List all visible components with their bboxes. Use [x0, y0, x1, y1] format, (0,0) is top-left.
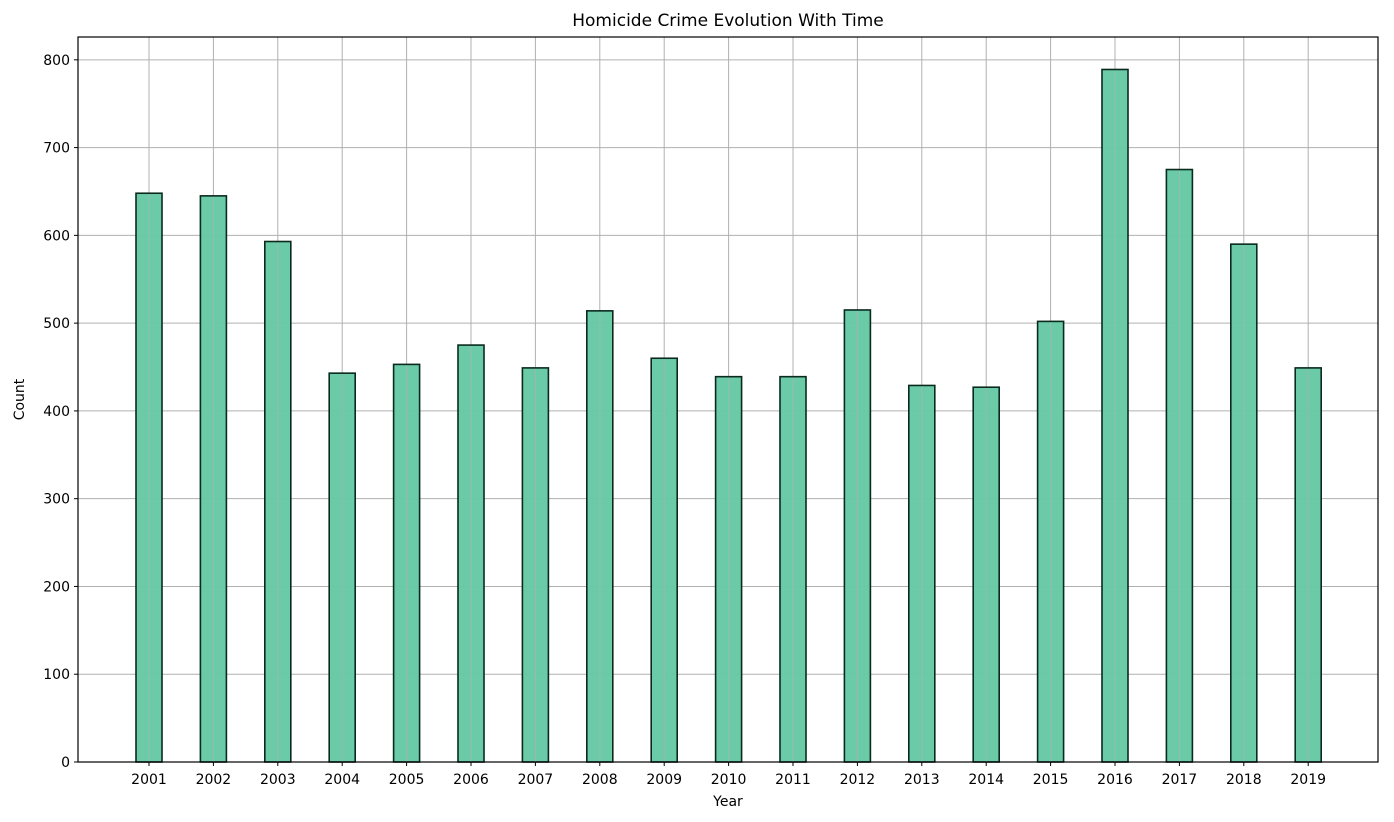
x-tick-label: 2017 [1162, 772, 1198, 788]
x-tick-label: 2013 [904, 772, 940, 788]
chart-title: Homicide Crime Evolution With Time [572, 11, 883, 31]
x-tick-label: 2001 [131, 772, 167, 788]
y-tick-label: 100 [43, 667, 70, 683]
y-tick-label: 800 [43, 53, 70, 69]
y-axis-label: Count [12, 378, 28, 420]
x-tick-label: 2011 [775, 772, 811, 788]
bars [135, 68, 1322, 763]
x-tick-label: 2012 [840, 772, 876, 788]
y-tick-label: 600 [43, 228, 70, 244]
x-tick-label: 2010 [711, 772, 747, 788]
y-axis-ticks: 0 100 200 300 400 500 600 700 800 [43, 53, 78, 771]
x-tick-label: 2004 [324, 772, 360, 788]
x-tick-label: 2008 [582, 772, 618, 788]
x-tick-label: 2015 [1033, 772, 1069, 788]
x-axis-ticks: 2001 2002 2003 2004 2005 2006 2007 2008 2009 2010… [131, 762, 1326, 788]
x-tick-label: 2018 [1226, 772, 1262, 788]
y-tick-label: 300 [43, 492, 70, 508]
x-axis-label: Year [712, 794, 743, 810]
y-tick-label: 0 [61, 755, 70, 771]
y-tick-label: 200 [43, 579, 70, 595]
x-tick-label: 2019 [1290, 772, 1326, 788]
y-tick-label: 500 [43, 316, 70, 332]
x-tick-label: 2016 [1097, 772, 1133, 788]
x-tick-label: 2007 [518, 772, 554, 788]
x-tick-label: 2006 [453, 772, 489, 788]
plot-frame [77, 36, 1379, 763]
x-tick-label: 2003 [260, 772, 296, 788]
x-tick-label: 2014 [968, 772, 1004, 788]
x-tick-label: 2002 [196, 772, 232, 788]
x-tick-label: 2009 [646, 772, 682, 788]
y-tick-label: 700 [43, 141, 70, 157]
x-tick-label: 2005 [389, 772, 425, 788]
y-tick-label: 400 [43, 404, 70, 420]
